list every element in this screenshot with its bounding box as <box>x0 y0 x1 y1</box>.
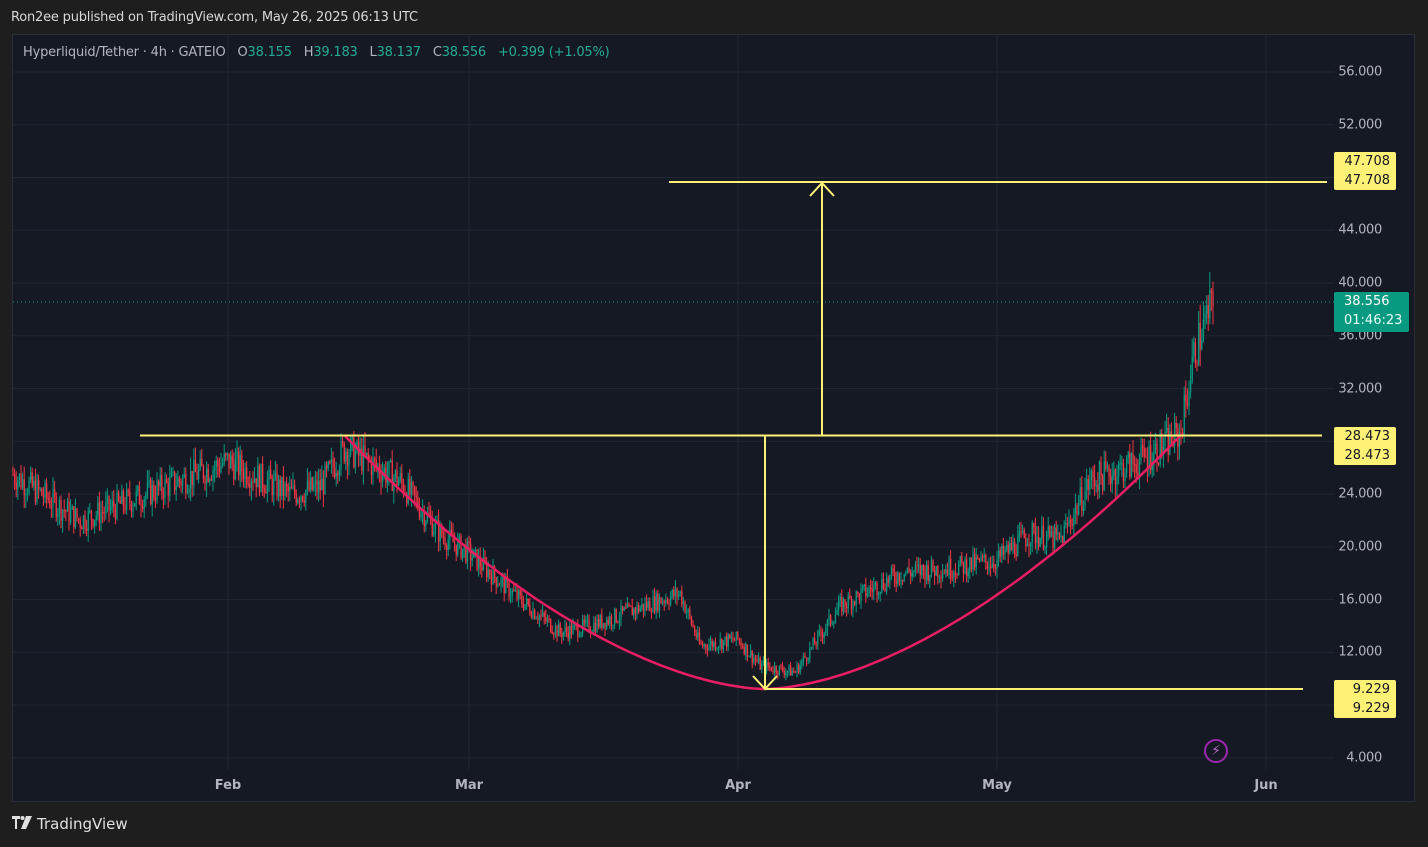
projection-arrow[interactable] <box>809 181 835 435</box>
price-tick-label: 44.000 <box>1338 222 1382 238</box>
bottom-price-tag: 9.229 9.229 <box>1334 680 1396 718</box>
price-tick-label: 36.000 <box>1338 328 1382 344</box>
neckline-tag-line2: 28.473 <box>1344 448 1391 463</box>
low-value: 38.137 <box>376 45 421 60</box>
price-tick-label: 40.000 <box>1338 275 1382 291</box>
lightning-alert-icon[interactable]: ⚡ <box>1204 739 1228 763</box>
depth-arrow[interactable] <box>752 435 778 691</box>
chart-pane[interactable] <box>12 34 1415 802</box>
last-price-tag: 38.556 01:46:23 <box>1334 292 1409 332</box>
price-tick-label: 16.000 <box>1338 592 1382 608</box>
price-tick-label: 20.000 <box>1338 539 1382 555</box>
low-label: L <box>369 45 377 60</box>
time-label-may: May <box>982 778 1012 793</box>
neckline-tag-line1: 28.473 <box>1344 429 1391 444</box>
symbol-title: Hyperliquid/Tether · 4h · GATEIO <box>23 45 226 60</box>
price-tick-label: 4.000 <box>1346 750 1382 766</box>
price-tick-label: 56.000 <box>1338 64 1382 80</box>
bar-countdown: 01:46:23 <box>1344 313 1403 328</box>
symbol-legend[interactable]: Hyperliquid/Tether · 4h · GATEIO O38.155… <box>23 45 610 60</box>
price-tick-label: 24.000 <box>1338 486 1382 502</box>
change-value: +0.399 (+1.05%) <box>497 45 610 60</box>
price-tick-label: 32.000 <box>1338 381 1382 397</box>
close-label: C <box>432 45 442 60</box>
last-price-value: 38.556 <box>1344 294 1390 309</box>
price-tick-label: 52.000 <box>1338 117 1382 133</box>
publish-info: Ron2ee published on TradingView.com, May… <box>11 10 418 25</box>
time-label-jun: Jun <box>1254 778 1278 793</box>
high-label: H <box>303 45 314 60</box>
target-tag-line2: 47.708 <box>1344 173 1391 188</box>
grid-lines <box>13 35 1334 770</box>
bottom-tag-line2: 9.229 <box>1352 701 1390 716</box>
bottom-tag-line1: 9.229 <box>1352 682 1390 697</box>
target-tag-line1: 47.708 <box>1344 154 1391 169</box>
open-value: 38.155 <box>247 45 292 60</box>
tv-logo-icon <box>12 815 32 833</box>
tradingview-logo[interactable]: TradingView <box>12 815 128 833</box>
candlesticks <box>12 272 1214 681</box>
open-label: O <box>237 45 248 60</box>
time-label-mar: Mar <box>454 778 484 793</box>
brand-name: TradingView <box>37 815 128 833</box>
high-value: 39.183 <box>313 45 358 60</box>
target-price-tag: 47.708 47.708 <box>1334 152 1396 190</box>
price-tick-label: 12.000 <box>1338 644 1382 660</box>
neckline-price-tag: 28.473 28.473 <box>1334 427 1396 465</box>
close-value: 38.556 <box>441 45 487 60</box>
cup-curve[interactable] <box>344 435 1181 691</box>
time-label-apr: Apr <box>725 778 751 793</box>
time-label-feb: Feb <box>214 778 242 793</box>
